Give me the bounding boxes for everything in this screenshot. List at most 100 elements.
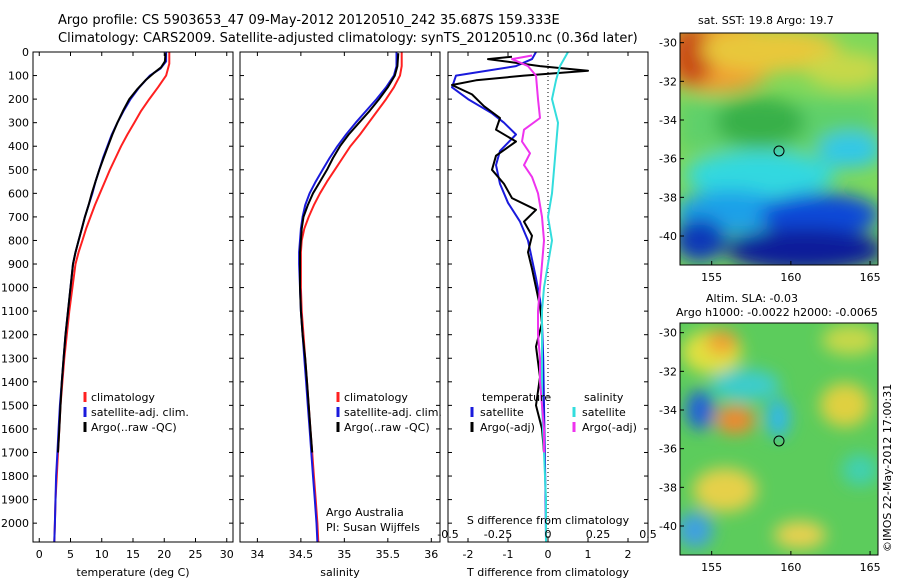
sla-map-title: Altim. SLA: -0.03 [706,292,798,305]
temperature-legend: climatology satellite-adj. clim. Argo(..… [83,391,189,434]
legend-label-temp-argo: Argo(-adj) [480,421,535,434]
sla-blob-yellow-east [820,383,870,427]
x-tick-label: 1 [585,548,592,561]
temperature-difference-legend: temperature satellite Argo(-adj) [470,391,551,434]
sst-map-title: sat. SST: 19.8 Argo: 19.7 [698,14,834,27]
map-lat-tick-label: -30 [659,327,677,340]
depth-tick-label: 1200 [1,329,29,342]
sla-blob-orange-center [715,406,755,434]
x-tick-label: 10 [95,548,109,561]
depth-tick-label: 400 [8,140,29,153]
series-line-argo-raw-qc [57,53,167,453]
depth-tick-label: 1000 [1,282,29,295]
legend-label-satellite: satellite-adj. clim. [344,406,442,419]
t-difference-x-label: T difference from climatology [466,566,629,579]
map-lat-tick-label: -32 [659,75,677,88]
legend-title-temperature: temperature [482,391,551,404]
x-tick-label: 2 [625,548,632,561]
sst-map-panel: sat. SST: 19.8 Argo: 19.7 155 160 165 -30 -3… [659,14,881,284]
sst-map-frame [679,32,879,266]
t-difference-x-axis: -2 -1 0 1 2 [463,52,632,561]
principal-investigator-label: PI: Susan Wijffels [326,521,420,534]
sst-blob-yellow-east [805,52,878,88]
depth-tick-label: 1700 [1,446,29,459]
depth-tick-label: 1300 [1,352,29,365]
sla-map-axes: 155 160 165 -30 -32 -34 -36 -38 -40 [659,327,881,574]
map-lat-tick-label: -36 [659,443,677,456]
sst-map-axes: 155 160 165 -30 -32 -34 -36 -38 -40 [659,37,881,284]
sla-map-frame [679,322,879,556]
salinity-x-label: salinity [320,566,360,579]
map-lat-tick-label: -32 [659,365,677,378]
series-line-temperature-satellite [451,51,547,543]
salinity-x-axis: 34 34.5 35 35.5 36 [250,52,438,561]
x-tick-label: 30 [220,548,234,561]
depth-tick-label: 1800 [1,470,29,483]
sst-blob-yellow [700,33,840,72]
map-lat-tick-label: -38 [659,191,677,204]
temperature-x-label: temperature (deg C) [76,566,189,579]
sst-blob-cyan-east [818,132,878,168]
map-lon-tick-label: 155 [701,561,722,574]
argo-float-location-marker [773,145,785,157]
depth-axis: 0 100 200 300 400 500 600 700 800 900 1000 1100 1200… [1,46,648,530]
sla-blob-orange-nw [706,330,738,354]
series-line-argo-raw-qc [299,53,400,453]
sst-blob-dark-green [715,97,805,147]
sla-blob-blue-west [686,390,714,430]
temperature-x-axis: 0 5 10 15 20 25 30 [36,52,234,561]
temperature-series-layer [53,52,171,543]
depth-tick-label: 600 [8,187,29,200]
figure-title-line1: Argo profile: CS 5903653_47 09-May-2012 … [58,13,560,28]
depth-tick-label: 0 [22,46,29,59]
imos-timestamp-stamp: ©IMOS 22-May-2012 17:00:31 [881,384,894,552]
depth-tick-label: 800 [8,234,29,247]
salinity-difference-legend: salinity satellite Argo(-adj) [572,391,637,434]
s-difference-x-axis: -0.5 -0.25 0 0.25 0.5 [437,528,656,541]
legend-label-sal-argo: Argo(-adj) [582,421,637,434]
sst-blob-navy [725,228,878,265]
map-lon-tick-label: 160 [780,271,801,284]
legend-label-satellite: satellite-adj. clim. [91,406,189,419]
legend-label-argo: Argo(..raw -QC) [91,421,177,434]
x-tick-label-top: 0 [545,528,552,541]
depth-tick-label: 1500 [1,399,29,412]
depth-tick-label: 1400 [1,376,29,389]
x-tick-label: 25 [189,548,203,561]
legend-label-climatology: climatology [91,391,155,404]
x-tick-label: 5 [67,548,74,561]
depth-tick-label: 500 [8,164,29,177]
s-difference-x-label: S difference from climatology [467,514,630,527]
x-tick-label: 20 [157,548,171,561]
depth-tick-label: 2000 [1,517,29,530]
depth-tick-label: 200 [8,93,29,106]
sla-blob-yellow-ne [822,325,878,355]
sla-blob-cyan-east [842,454,878,486]
legend-title-salinity: salinity [584,391,624,404]
map-lon-tick-label: 165 [860,561,881,574]
sst-field [680,33,878,265]
sst-blob-navy-west [680,218,726,262]
sla-blob-yellow-sw [693,468,757,512]
x-tick-label: 0 [545,548,552,561]
depth-tick-label: 900 [8,258,29,271]
depth-tick-label: 1900 [1,494,29,507]
difference-series-layer [451,51,589,543]
x-tick-label-top: -0.25 [484,528,512,541]
sla-field [680,323,878,555]
map-lat-tick-label: -34 [659,404,677,417]
map-lat-tick-label: -36 [659,153,677,166]
salinity-plot-frame [239,51,441,543]
series-line-climatology [299,52,403,543]
sst-blob-cyan [685,151,835,199]
legend-label-climatology: climatology [344,391,408,404]
series-line-temperature-argo-adj [451,55,589,453]
salinity-legend: climatology satellite-adj. clim. Argo(..… [336,391,442,434]
map-lon-tick-label: 165 [860,271,881,284]
salinity-panel: 34 34.5 35 35.5 36 salinity climatology sate… [239,51,442,579]
salinity-series-layer [298,52,403,543]
x-tick-label: 15 [126,548,140,561]
map-lat-tick-label: -38 [659,481,677,494]
temperature-panel: 0100200300400500600700800900100011001200… [1,46,648,579]
